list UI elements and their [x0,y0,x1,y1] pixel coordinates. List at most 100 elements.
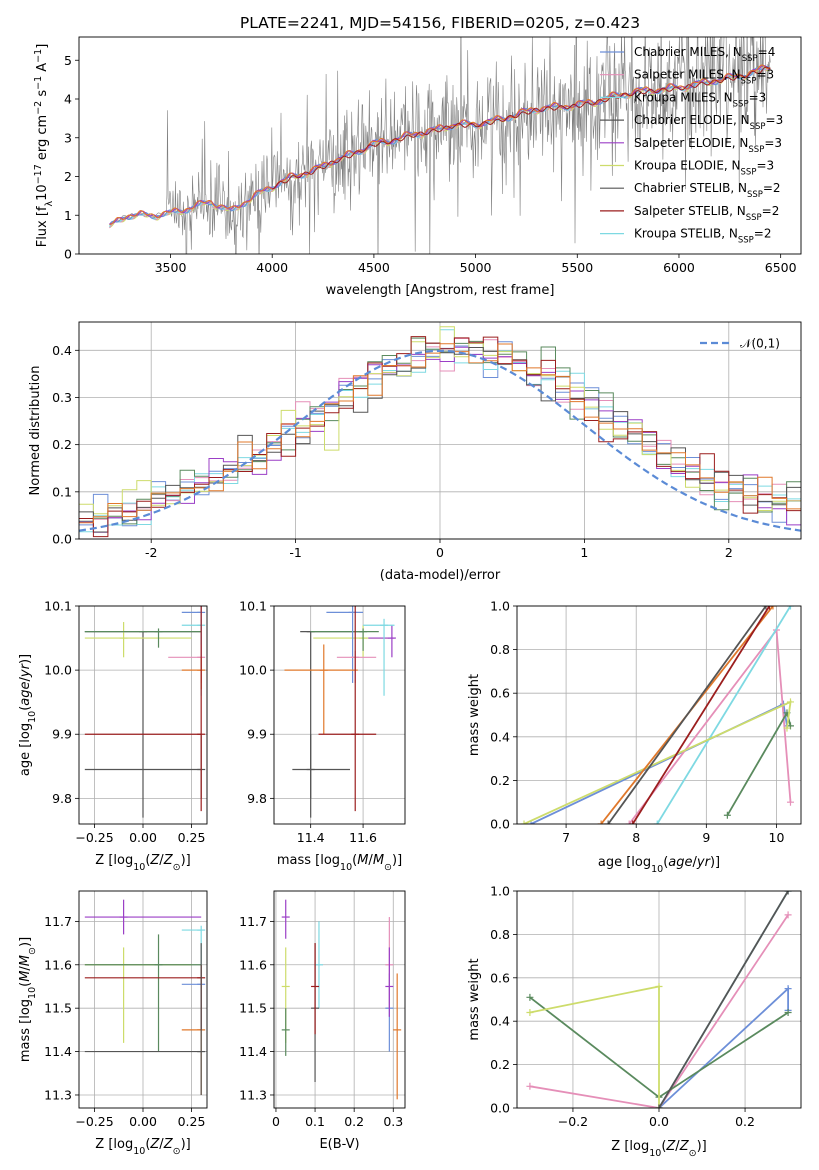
legend-label: Chabrier STELIB, NSSP=2 [634,181,781,200]
y-tick-label: 10.1 [44,599,72,614]
plot-area [526,891,792,1108]
y-tick-label: 0.6 [490,970,510,985]
x-axis-label: E(B-V) [319,1137,359,1152]
x-tick-label: 0.0 [649,1114,669,1129]
x-tick-label: 8 [632,830,640,845]
y-tick-label: 0.6 [490,686,510,701]
series-marker [762,606,770,610]
y-axis-label: age [log10(age/yr)] [18,654,38,776]
x-tick-label: 2 [725,545,733,560]
x-tick-label: 4000 [256,260,288,275]
panel-mass_weight_vs_Z: −0.2 0.0 0.2 0.0 0.2 0.4 0.6 0.8 1.0 Z [log10(Z/Z… [467,884,802,1159]
observed-spectrum [109,37,771,254]
plot-area [79,326,801,538]
figure-title: PLATE=2241, MJD=54156, FIBERID=0205, z=0… [240,14,640,32]
ticks: 7 8 9 10 0.0 0.2 0.4 0.6 0.8 1.0 [490,599,784,846]
y-tick-label: 0.0 [52,532,72,547]
y-tick-label: 3 [64,130,72,145]
series-marker [526,1009,534,1017]
x-tick-label: 4500 [358,260,390,275]
axes-frame [78,890,208,1109]
y-tick-label: 11.5 [44,1001,72,1016]
series-marker [597,820,605,824]
y-tick-label: 11.7 [44,914,72,929]
panel-age_vs_Z: −0.25 0.00 0.25 9.8 9.9 10.0 10.1 Z [log10(Z/Z⊙… [18,599,208,873]
panel-spectrum: 3500 4000 4500 5000 5500 6000 6500 0 1 2 3 4 5 Chabri… [33,36,802,298]
y-tick-label: 0.8 [490,642,510,657]
grid-lines [517,605,801,825]
x-tick-label: 5000 [460,260,492,275]
legend-label: Salpeter STELIB, NSSP=2 [634,204,779,223]
x-tick-label: 0.3 [383,1114,403,1129]
x-tick-label: 6000 [663,260,695,275]
y-tick-label: 11.4 [239,1044,267,1059]
x-tick-label: 11.4 [297,830,325,845]
x-tick-label: 0.2 [344,1114,364,1129]
axes-frame [78,36,802,255]
x-tick-label: 1 [580,545,588,560]
panel-residual_hist: -2 -1 0 1 2 0.0 0.1 0.2 0.3 0.4 𝒩(0,1) (data-model)… [28,321,802,583]
series-marker [786,606,794,610]
legend-label: Salpeter MILES, NSSP=3 [634,68,774,87]
y-tick-label: 10.1 [239,599,267,614]
ticks: -2 -1 0 1 2 0.0 0.1 0.2 0.3 0.4 [52,343,733,560]
axes-frame [78,321,802,540]
x-axis-label: Z [log10(Z/Z⊙)] [95,853,190,873]
panel-mass_vs_EBV: 0 0.1 0.2 0.3 11.3 11.4 11.5 11.6 11.7 E(B-V) [239,890,406,1152]
series-marker [655,1104,663,1108]
x-tick-label: 3500 [155,260,187,275]
series-marker [769,606,777,610]
y-tick-label: 11.4 [44,1044,72,1059]
x-tick-label: 0.1 [305,1114,325,1129]
model-spectrum-c1 [109,65,771,226]
x-tick-label: 5500 [561,260,593,275]
plot-area [281,899,402,1100]
x-tick-label: -2 [145,545,157,560]
x-tick-label: 11.6 [349,830,377,845]
y-axis-label: Flux [fλ10−17 erg cm−2 s−1 A−1] [33,44,55,248]
x-axis-label: wavelength [Angstrom, rest frame] [326,283,555,298]
y-tick-label: 0.0 [490,817,510,832]
x-tick-label: 0 [272,1114,280,1129]
x-tick-label: −0.25 [75,1114,113,1129]
y-tick-label: 10.0 [239,663,267,678]
grid-lines [274,605,405,824]
y-tick-label: 0.4 [52,343,72,358]
y-tick-label: 11.5 [239,1001,267,1016]
series-marker [783,724,791,732]
plot-area [109,37,771,254]
x-tick-label: 7 [562,830,570,845]
series-marker [655,982,663,990]
y-tick-label: 11.6 [239,957,267,972]
series-marker [604,820,612,824]
y-tick-label: 0.3 [52,390,72,405]
ticks: 0 0.1 0.2 0.3 11.3 11.4 11.5 11.6 11.7 [239,914,403,1129]
panel-mass_weight_vs_age: 7 8 9 10 0.0 0.2 0.4 0.6 0.8 1.0 age [log10(age/yr… [467,599,802,875]
panel-mass_vs_Z: −0.25 0.00 0.25 11.3 11.4 11.5 11.6 11.7 Z [log1… [18,890,208,1157]
y-tick-label: 1.0 [490,599,510,614]
series-marker [653,820,661,824]
series-line-c6 [523,700,792,824]
histogram-step-c6 [79,326,801,515]
x-tick-label: 10 [769,830,785,845]
y-axis-label: mass weight [467,674,482,756]
y-tick-label: 0.0 [490,1101,510,1116]
y-tick-label: 1 [64,208,72,223]
panel-age_vs_mass: 11.4 11.6 9.8 9.9 10.0 10.1 mass [log10(M/M⊙)] [239,599,406,873]
plot-area [84,606,206,818]
grid-lines [274,891,405,1108]
y-tick-label: 11.7 [239,914,267,929]
legend-label: Kroupa ELODIE, NSSP=3 [634,159,774,178]
histogram-step-c9 [79,343,801,524]
series-marker [629,820,637,824]
series-line-c2 [628,627,792,824]
series-marker [784,985,792,993]
series-marker [526,1082,534,1090]
histogram-step-c5 [79,346,801,533]
hist-legend: 𝒩(0,1) [700,337,780,351]
plot-area [284,606,396,818]
series-marker [784,891,792,895]
y-tick-label: 0.2 [52,437,72,452]
y-axis-label: mass [log10(M/M⊙)] [18,937,38,1062]
